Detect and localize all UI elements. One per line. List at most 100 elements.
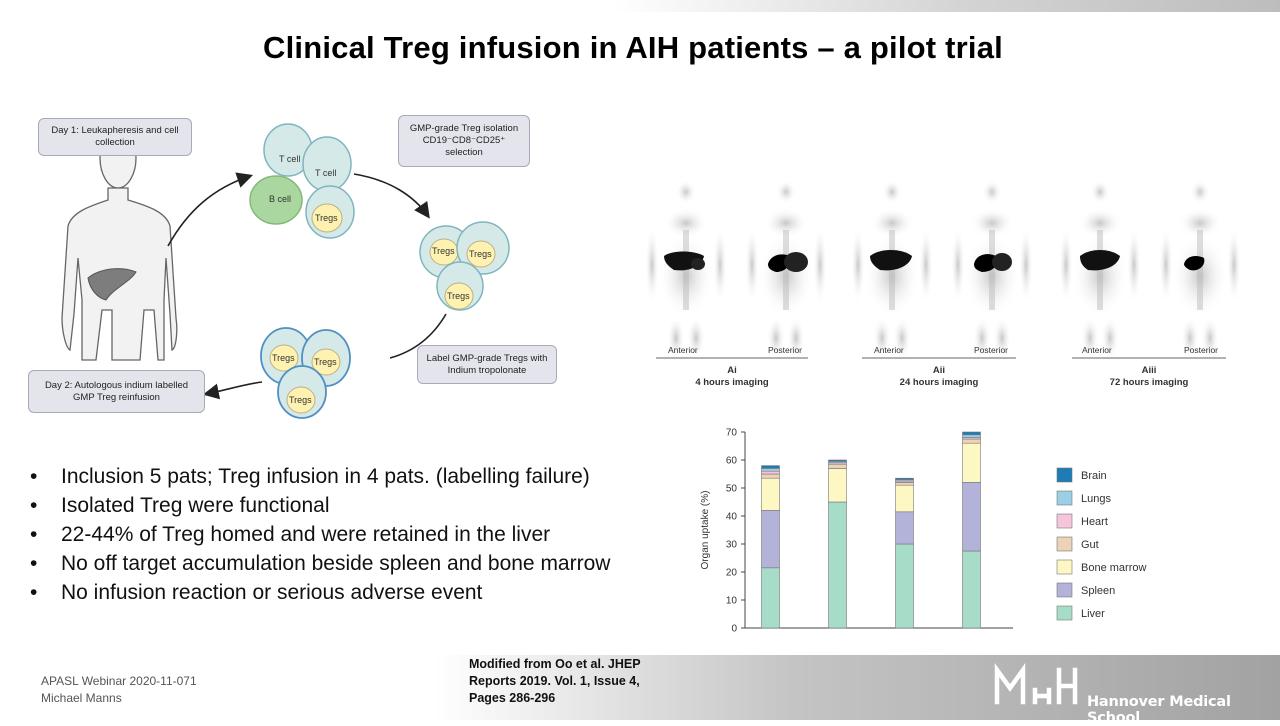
scintigraphy-panels: Anterior Posterior Anterior Posterior An… <box>640 160 1270 400</box>
bar-segment-gut <box>895 482 914 486</box>
scan-ai-anterior: Anterior <box>668 345 698 355</box>
bar-segment-bone-marrow <box>895 484 914 513</box>
bullet-item: 22-44% of Treg homed and were retained i… <box>30 520 710 549</box>
cell-cluster-collection <box>249 123 355 239</box>
mhh-logo-icon <box>994 663 1078 705</box>
legend-label: Lungs <box>1081 493 1111 505</box>
bullet-item: No infusion reaction or serious adverse … <box>30 578 710 607</box>
scan-panel-ai-caption: Ai 4 hours imaging <box>656 365 808 389</box>
legend-label: Liver <box>1081 608 1105 620</box>
scan-aiii-anterior: Anterior <box>1082 345 1112 355</box>
legend-label: Brain <box>1081 470 1107 482</box>
scan-panel-id: Ai <box>727 365 737 376</box>
bar-segment-gut <box>761 473 780 479</box>
treg-label-3: Tregs <box>469 249 492 259</box>
bar-segment-liver <box>962 550 981 629</box>
y-tick-label: 40 <box>726 512 738 523</box>
y-axis-label: Organ uptake (%) <box>700 491 711 570</box>
footer-info: APASL Webinar 2020-11-071 Michael Manns <box>41 673 197 707</box>
treg-label-7: Tregs <box>289 395 312 405</box>
scan-panel-aii-caption: Aii 24 hours imaging <box>862 365 1016 389</box>
label-step-box: Label GMP-grade Tregs with Indium tropol… <box>417 345 557 384</box>
scan-panel-id: Aii <box>932 365 946 376</box>
b-cell-label: B cell <box>269 194 292 204</box>
y-tick-label: 50 <box>726 484 738 495</box>
legend-label: Gut <box>1081 539 1099 551</box>
organ-uptake-chart: 0 10 20 30 40 50 60 70 Organ uptake (%) Brain Lung… <box>690 420 1280 640</box>
bar-segment-gut <box>962 438 981 444</box>
bar-segment-heart <box>761 470 780 475</box>
bullet-item: Isolated Treg were functional <box>30 491 710 520</box>
treg-process-diagram: T cell T cell B cell Tregs Tregs Tregs T… <box>0 100 660 440</box>
bar-segment-spleen <box>895 511 914 545</box>
bar-segment-lungs <box>761 468 780 472</box>
legend-swatch-spleen <box>1056 582 1073 598</box>
treg-label-2: Tregs <box>432 246 455 256</box>
y-tick-label: 30 <box>726 540 738 551</box>
arrow-to-reinfusion <box>202 381 263 400</box>
y-tick-label: 10 <box>726 596 738 607</box>
bar-segment-bone-marrow <box>761 477 780 511</box>
key-findings-list: Inclusion 5 pats; Treg infusion in 4 pat… <box>30 462 710 607</box>
arrow-to-label <box>389 313 447 359</box>
legend-label: Heart <box>1081 516 1108 528</box>
institution-name: Hannover Medical School <box>1087 694 1231 726</box>
scan-aii-posterior: Posterior <box>974 345 1009 355</box>
legend-label: Spleen <box>1081 585 1115 597</box>
scan-ai-posterior: Posterior <box>768 345 803 355</box>
y-tick-label: 60 <box>726 456 738 467</box>
scan-images <box>645 180 1241 360</box>
scan-panel-id: Aiii <box>1141 365 1157 376</box>
bar-segment-spleen <box>962 482 981 552</box>
arrow-to-cells <box>167 172 254 247</box>
organ-uptake-svg: 0 10 20 30 40 50 60 70 Organ uptake (%) Brain Lung… <box>700 428 1146 635</box>
y-tick-label: 70 <box>726 428 738 439</box>
t-cell-label-2: T cell <box>315 168 337 178</box>
treg-label-1: Tregs <box>315 213 338 223</box>
human-silhouette-icon <box>61 137 178 361</box>
bar-segment-bone-marrow <box>828 468 847 503</box>
treg-label-6: Tregs <box>314 357 337 367</box>
scan-panel-time: 4 hours imaging <box>695 377 769 388</box>
liver-icon <box>87 268 137 301</box>
bullet-item: Inclusion 5 pats; Treg infusion in 4 pat… <box>30 462 710 491</box>
scan-aiii-posterior: Posterior <box>1184 345 1219 355</box>
isolation-box: GMP-grade Treg isolation CD19⁻CD8⁻CD25⁺ … <box>398 115 530 167</box>
slide-title: Clinical Treg infusion in AIH patients –… <box>263 30 1003 65</box>
y-tick-label: 20 <box>726 568 738 579</box>
top-gradient-bar <box>0 0 1280 12</box>
bar-segment-bone-marrow <box>962 442 981 483</box>
treg-label-4: Tregs <box>447 291 470 301</box>
bar-segment-brain <box>761 465 780 469</box>
legend-swatch-lungs <box>1056 490 1073 506</box>
bar-segment-spleen <box>761 510 780 569</box>
scan-panel-aiii-caption: Aiii 72 hours imaging <box>1072 365 1226 389</box>
bullet-item: No off target accumulation beside spleen… <box>30 549 710 578</box>
legend-swatch-bone-marrow <box>1056 559 1073 575</box>
scan-panel-time: 24 hours imaging <box>899 377 979 388</box>
b-cell <box>249 175 303 225</box>
source-reference: Modified from Oo et al. JHEP Reports 201… <box>469 657 641 705</box>
treg-cell-core <box>311 203 343 233</box>
bar-segment-liver <box>895 543 914 629</box>
bar-segment-gut <box>828 463 847 469</box>
legend-label: Bone marrow <box>1081 562 1146 574</box>
cell-cluster-isolated <box>419 221 510 311</box>
bar-segment-liver <box>828 501 847 629</box>
legend-swatch-gut <box>1056 536 1073 552</box>
legend-swatch-brain <box>1056 467 1073 483</box>
arrow-to-isolation <box>353 173 430 219</box>
treg-label-5: Tregs <box>272 353 295 363</box>
legend-swatch-heart <box>1056 513 1073 529</box>
scan-aii-anterior: Anterior <box>874 345 904 355</box>
bar-segment-liver <box>761 567 780 629</box>
bar-segment-lungs <box>962 434 981 438</box>
t-cell-2 <box>302 136 352 192</box>
diagram-graphics <box>61 123 510 419</box>
bar-segment-brain <box>962 431 981 436</box>
bar-segment-brain <box>828 459 847 462</box>
day2-box: Day 2: Autologous indium labelled GMP Tr… <box>28 370 205 413</box>
t-cell-label-1: T cell <box>279 154 301 164</box>
day1-box: Day 1: Leukapheresis and cell collection <box>38 118 192 156</box>
bar-segment-brain <box>895 477 914 480</box>
